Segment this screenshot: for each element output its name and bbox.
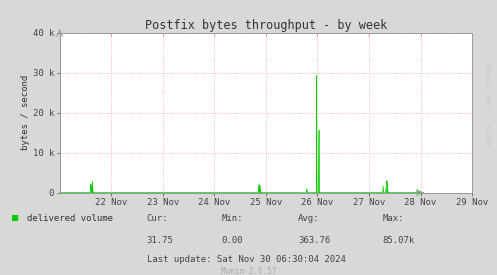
Text: delivered volume: delivered volume (27, 214, 113, 223)
Text: Munin 2.0.57: Munin 2.0.57 (221, 267, 276, 275)
Text: Last update: Sat Nov 30 06:30:04 2024: Last update: Sat Nov 30 06:30:04 2024 (147, 255, 345, 264)
Text: RRDTOOL / TOBI OETIKER: RRDTOOL / TOBI OETIKER (487, 63, 492, 146)
Text: 31.75: 31.75 (147, 236, 173, 245)
Title: Postfix bytes throughput - by week: Postfix bytes throughput - by week (145, 19, 387, 32)
Text: Min:: Min: (221, 214, 243, 223)
Text: ■: ■ (12, 213, 19, 223)
Text: Avg:: Avg: (298, 214, 320, 223)
Text: 0.00: 0.00 (221, 236, 243, 245)
Y-axis label: bytes / second: bytes / second (21, 75, 30, 150)
Text: Max:: Max: (383, 214, 404, 223)
Text: 85.07k: 85.07k (383, 236, 415, 245)
Text: 363.76: 363.76 (298, 236, 331, 245)
Text: Cur:: Cur: (147, 214, 168, 223)
